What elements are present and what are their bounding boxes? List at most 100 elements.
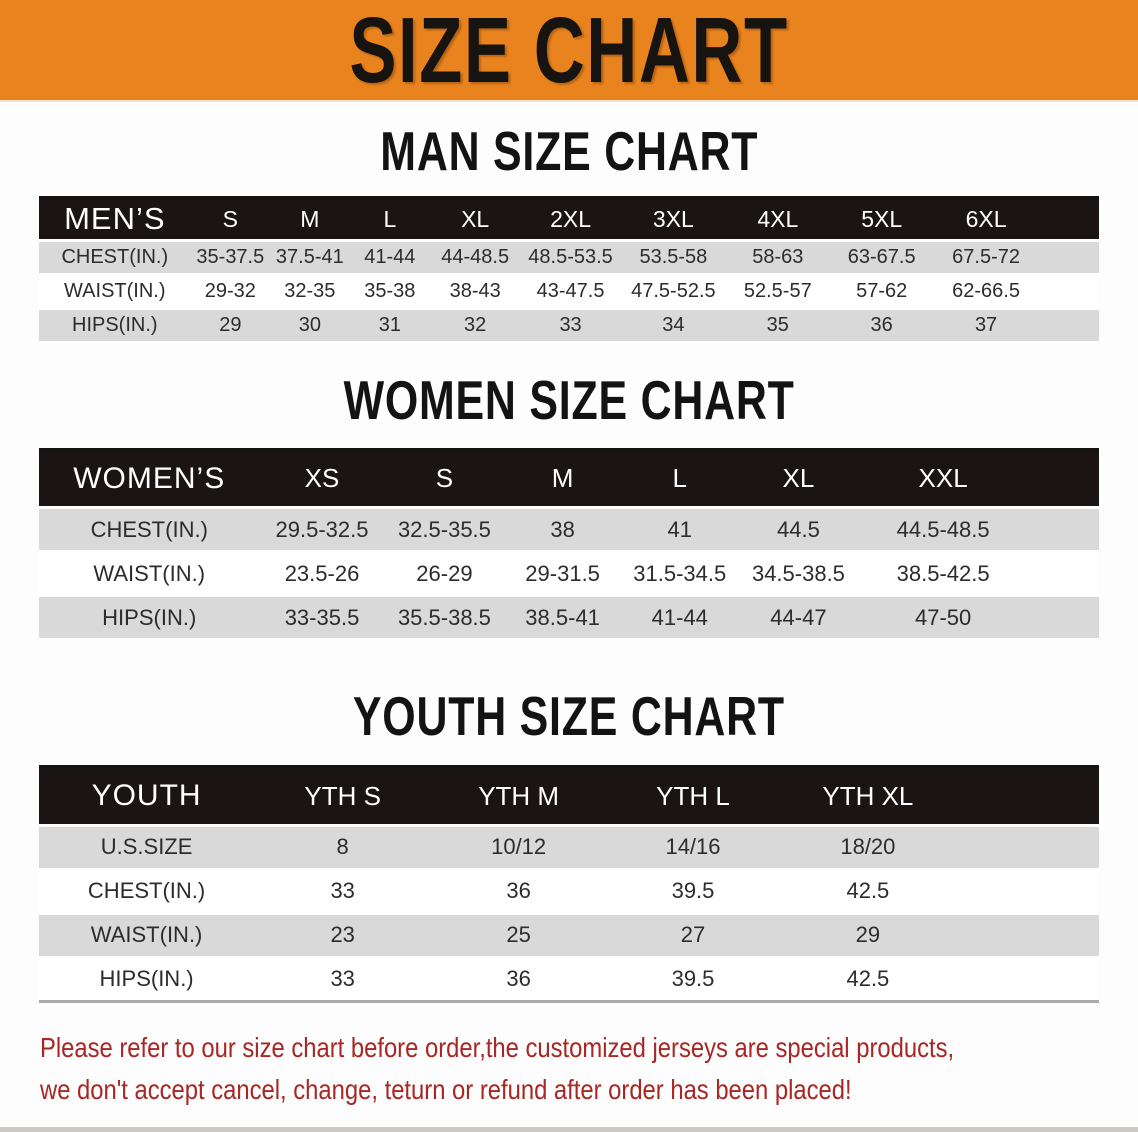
men-size-cell: 33 [520, 306, 621, 344]
men-size-cell: 38-43 [430, 274, 521, 308]
youth-size-cell: 42.5 [779, 957, 956, 1001]
men-size-cell: 67.5-72 [933, 238, 1039, 276]
women-section-heading: WOMEN SIZE CHART [343, 369, 795, 431]
youth-column-header-2: YTH L [656, 780, 730, 811]
youth-size-cell: 42.5 [779, 869, 956, 913]
disclaimer: Please refer to our size chart before or… [40, 1027, 1138, 1111]
youth-header-row: YOUTH YTH S YTH M YTH L YTH XL [39, 767, 1099, 825]
men-size-table: MEN’S S M L XL 2XL 3XL 4XL 5XL 6XL CHEST(IN.) 35-37… [39, 196, 1099, 344]
men-row-filler [1038, 306, 1099, 344]
women-size-cell: 38.5-41 [504, 594, 621, 641]
men-column-header-4: 2XL [550, 205, 592, 232]
youth-row-filler [955, 823, 1099, 871]
men-section-heading-wrap: MAN SIZE CHART [0, 123, 1138, 178]
bottom-edge-strip [0, 1127, 1138, 1132]
men-size-cell: 35 [725, 306, 830, 344]
youth-group-label: YOUTH [91, 779, 202, 813]
youth-column-header-0: YTH S [304, 780, 381, 811]
page-title: SIZE CHART [349, 0, 789, 102]
men-column-header-8: 6XL [965, 205, 1007, 232]
size-chart-banner: SIZE CHART [0, 0, 1138, 102]
men-size-cell: 58-63 [725, 238, 830, 276]
men-row-label-2: HIPS(IN.) [39, 306, 191, 344]
youth-size-cell: 33 [254, 957, 432, 1001]
women-header-row: WOMEN’S XS S M L XL XXL [39, 449, 1099, 508]
men-size-cell: 44-48.5 [430, 238, 521, 276]
men-size-cell: 41-44 [349, 238, 431, 276]
men-size-cell: 43-47.5 [520, 274, 621, 308]
men-table-row-2: HIPS(IN.) 29 30 31 32 33 34 35 36 37 [39, 306, 1099, 344]
women-row-label-0: CHEST(IN.) [39, 506, 260, 553]
women-size-cell: 33-35.5 [259, 594, 385, 641]
youth-size-cell: 36 [431, 869, 607, 913]
women-row-label-1: WAIST(IN.) [39, 551, 260, 596]
youth-table-row-2: WAIST(IN.) 23 25 27 29 [39, 911, 1099, 959]
men-column-header-2: L [383, 205, 397, 232]
women-table-row-2: HIPS(IN.) 33-35.5 35.5-38.5 38.5-41 41-44 44-… [39, 594, 1099, 641]
women-row-filler [1027, 594, 1099, 641]
men-header-filler [1039, 198, 1099, 240]
men-size-cell: 32 [430, 306, 521, 344]
men-row-filler [1038, 274, 1099, 308]
youth-row-label-0: U.S.SIZE [39, 823, 255, 871]
women-group-label: WOMEN’S [73, 461, 226, 495]
men-size-cell: 36 [829, 306, 934, 344]
men-column-header-5: 3XL [652, 205, 694, 232]
men-table-host: MEN’S S M L XL 2XL 3XL 4XL 5XL 6XL CHEST(IN.) 35-37… [0, 196, 1138, 344]
women-table-host: WOMEN’S XS S M L XL XXL CHEST(IN.) 29.5-32.5 32.5… [0, 447, 1138, 641]
youth-header-filler [956, 767, 1099, 825]
men-column-header-3: XL [461, 205, 490, 232]
women-size-cell: 47-50 [858, 594, 1028, 641]
men-size-cell: 29-32 [190, 274, 271, 308]
youth-size-cell: 10/12 [431, 823, 607, 871]
men-size-cell: 63-67.5 [829, 238, 934, 276]
youth-table-host: YOUTH YTH S YTH M YTH L YTH XL U.S.SIZE 8 10/12… [0, 765, 1138, 1003]
women-column-header-1: S [435, 463, 454, 494]
women-column-header-2: M [551, 463, 574, 494]
youth-size-cell: 23 [254, 911, 432, 959]
men-size-cell: 57-62 [829, 274, 934, 308]
women-row-label-2: HIPS(IN.) [39, 594, 260, 641]
women-size-cell: 35.5-38.5 [384, 594, 505, 641]
men-table-row-1: WAIST(IN.) 29-32 32-35 35-38 38-43 43-47.5 47.… [39, 274, 1099, 308]
youth-size-cell: 14/16 [606, 823, 780, 871]
youth-row-label-2: WAIST(IN.) [39, 911, 255, 959]
women-row-filler [1027, 551, 1099, 596]
youth-size-cell: 39.5 [606, 869, 780, 913]
women-size-cell: 44.5 [738, 506, 859, 553]
men-row-filler [1038, 238, 1099, 276]
disclaimer-line-2: we don't accept cancel, change, teturn o… [40, 1073, 852, 1105]
men-size-cell: 35-37.5 [190, 238, 271, 276]
men-header-row: MEN’S S M L XL 2XL 3XL 4XL 5XL 6XL [39, 198, 1099, 240]
youth-row-label-1: CHEST(IN.) [39, 869, 255, 913]
men-size-cell: 30 [270, 306, 350, 344]
youth-size-cell: 33 [254, 869, 432, 913]
men-column-header-1: M [300, 205, 320, 232]
women-size-cell: 44-47 [738, 594, 859, 641]
women-row-filler [1027, 506, 1099, 553]
youth-column-header-1: YTH M [478, 780, 560, 811]
women-size-cell: 38 [504, 506, 621, 553]
men-size-cell: 31 [349, 306, 431, 344]
youth-size-table: YOUTH YTH S YTH M YTH L YTH XL U.S.SIZE 8 10/12… [39, 765, 1099, 1003]
youth-row-filler [955, 957, 1099, 1001]
men-column-header-6: 4XL [757, 205, 799, 232]
women-size-cell: 29-31.5 [504, 551, 621, 596]
men-size-cell: 53.5-58 [620, 238, 726, 276]
men-size-cell: 37 [933, 306, 1039, 344]
youth-size-cell: 36 [431, 957, 607, 1001]
women-column-header-5: XXL [918, 463, 968, 494]
women-size-cell: 44.5-48.5 [858, 506, 1028, 553]
women-header-filler [1028, 450, 1099, 508]
disclaimer-line-1: Please refer to our size chart before or… [40, 1031, 955, 1063]
youth-size-cell: 27 [606, 911, 780, 959]
women-size-cell: 31.5-34.5 [620, 551, 739, 596]
men-section-heading: MAN SIZE CHART [380, 119, 758, 182]
men-column-header-0: S [222, 205, 238, 232]
youth-size-cell: 29 [779, 911, 956, 959]
men-size-cell: 34 [620, 306, 726, 344]
youth-size-cell: 18/20 [779, 823, 956, 871]
youth-row-filler [955, 911, 1099, 959]
youth-section-heading-wrap: YOUTH SIZE CHART [0, 688, 1138, 743]
men-row-label-0: CHEST(IN.) [39, 238, 191, 276]
